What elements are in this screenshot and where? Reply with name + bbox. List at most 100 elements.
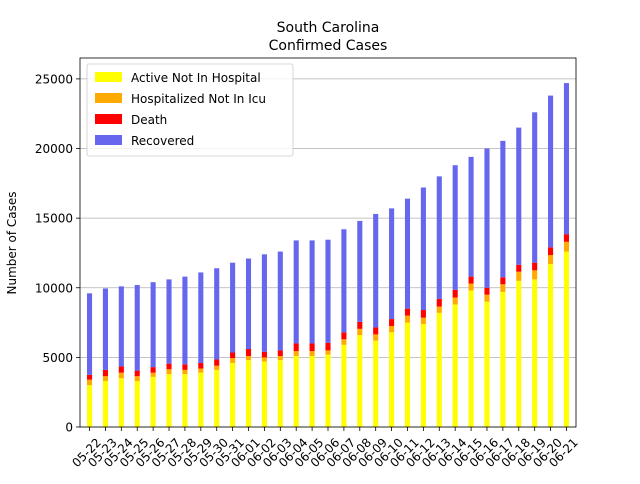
bar-segment-hospitalized-not-in-icu <box>261 357 267 362</box>
bar-segment-death <box>309 343 315 352</box>
bar-segment-recovered <box>118 286 124 367</box>
bar-segment-active-not-in-hospital <box>500 291 506 427</box>
bar-segment-active-not-in-hospital <box>261 361 267 427</box>
legend-swatch <box>95 135 122 145</box>
y-tick-label: 20000 <box>35 142 73 156</box>
bar-segment-death <box>452 289 458 298</box>
bar-segment-death <box>532 262 538 271</box>
bar-segment-hospitalized-not-in-icu <box>357 328 363 336</box>
bar-segment-death <box>118 366 124 373</box>
bar-segment-active-not-in-hospital <box>214 369 220 427</box>
bar-segment-active-not-in-hospital <box>198 372 204 427</box>
bar-segment-hospitalized-not-in-icu <box>230 358 236 363</box>
bar-segment-hospitalized-not-in-icu <box>182 369 188 375</box>
bar-segment-death <box>86 374 93 380</box>
legend-label: Hospitalized Not In Icu <box>131 92 266 106</box>
bar-segment-active-not-in-hospital <box>436 312 442 427</box>
bar-segment-recovered <box>452 165 458 290</box>
y-axis-label: Number of Cases <box>5 191 19 294</box>
bar-segment-hospitalized-not-in-icu <box>309 351 315 356</box>
bar-segment-active-not-in-hospital <box>548 264 554 427</box>
bar-segment-hospitalized-not-in-icu <box>452 297 458 305</box>
bar-segment-hospitalized-not-in-icu <box>404 315 411 323</box>
bar-segment-hospitalized-not-in-icu <box>436 306 442 313</box>
bar-segment-death <box>516 264 522 272</box>
bar-segment-recovered <box>357 220 363 322</box>
bar-segment-recovered <box>150 282 156 368</box>
bar-segment-active-not-in-hospital <box>86 385 93 427</box>
bar-segment-recovered <box>325 239 331 343</box>
bar-segment-death <box>102 369 108 377</box>
legend-label: Active Not In Hospital <box>131 71 261 85</box>
bar-segment-active-not-in-hospital <box>325 354 331 427</box>
legend: Active Not In Hospital Hospitalized Not I… <box>86 63 294 157</box>
y-tick-label: 15000 <box>35 212 73 226</box>
bar-segment-recovered <box>436 176 442 299</box>
bar-segment-hospitalized-not-in-icu <box>420 317 426 324</box>
bar-segment-death <box>548 247 554 256</box>
bar-segment-active-not-in-hospital <box>420 323 426 427</box>
bar-segment-recovered <box>389 208 395 320</box>
bar-segment-hospitalized-not-in-icu <box>214 365 220 370</box>
bar-segment-recovered <box>420 187 426 311</box>
bar-segment-recovered <box>277 251 283 351</box>
bar-segment-death <box>245 349 252 356</box>
chart-subtitle: Confirmed Cases <box>269 38 388 54</box>
chart-title: South Carolina <box>277 20 380 36</box>
bar-segment-hospitalized-not-in-icu <box>341 339 347 345</box>
bar-segment-death <box>404 308 411 316</box>
bar-segment-death <box>373 327 379 335</box>
bar-segment-active-not-in-hospital <box>182 374 188 427</box>
bars <box>86 83 570 427</box>
bar-segment-recovered <box>548 95 554 248</box>
y-tick-label: 5000 <box>42 351 73 365</box>
y-tick-label: 10000 <box>35 281 73 295</box>
bar-segment-recovered <box>563 83 570 235</box>
bar-segment-active-not-in-hospital <box>277 360 283 427</box>
legend-box <box>86 63 294 157</box>
y-tick-label: 25000 <box>35 72 73 86</box>
bar-segment-hospitalized-not-in-icu <box>198 368 204 373</box>
bar-segment-death <box>261 351 267 358</box>
bar-segment-hospitalized-not-in-icu <box>245 355 252 361</box>
bar-segment-active-not-in-hospital <box>118 378 124 427</box>
bar-segment-hospitalized-not-in-icu <box>548 255 554 265</box>
bar-segment-recovered <box>404 198 411 309</box>
bar-segment-recovered <box>245 258 252 350</box>
bar-segment-hospitalized-not-in-icu <box>500 284 506 292</box>
bar-segment-death <box>420 310 426 318</box>
bar-segment-recovered <box>468 156 474 277</box>
bar-segment-death <box>134 370 140 377</box>
bar-segment-active-not-in-hospital <box>245 360 252 427</box>
legend-swatch <box>95 72 122 82</box>
bar-segment-recovered <box>516 127 522 265</box>
bar-segment-death <box>325 342 331 351</box>
bar-segment-active-not-in-hospital <box>468 290 474 427</box>
bar-segment-death <box>214 359 220 366</box>
bar-segment-recovered <box>261 254 267 352</box>
bar-segment-active-not-in-hospital <box>150 376 156 427</box>
bar-segment-recovered <box>500 140 506 278</box>
bar-segment-death <box>468 276 474 284</box>
legend-swatch <box>95 114 122 124</box>
bar-segment-death <box>500 277 506 285</box>
bar-segment-recovered <box>166 279 172 364</box>
bar-segment-recovered <box>182 276 188 365</box>
bar-segment-death <box>277 350 283 356</box>
bar-segment-active-not-in-hospital <box>134 381 140 427</box>
bar-segment-death <box>293 343 299 352</box>
bar-segment-hospitalized-not-in-icu <box>277 355 283 361</box>
legend-swatch <box>95 93 122 103</box>
bar-segment-hospitalized-not-in-icu <box>484 294 490 302</box>
bar-segment-hospitalized-not-in-icu <box>150 372 156 377</box>
bar-segment-active-not-in-hospital <box>357 335 363 427</box>
bar-segment-active-not-in-hospital <box>484 301 490 427</box>
bar-segment-recovered <box>309 240 315 344</box>
bar-segment-recovered <box>532 112 538 263</box>
bar-segment-death <box>563 234 570 242</box>
bar-segment-active-not-in-hospital <box>389 332 395 427</box>
bar-segment-active-not-in-hospital <box>404 322 411 427</box>
legend-label: Death <box>131 113 167 127</box>
bar-segment-hospitalized-not-in-icu <box>389 326 395 333</box>
